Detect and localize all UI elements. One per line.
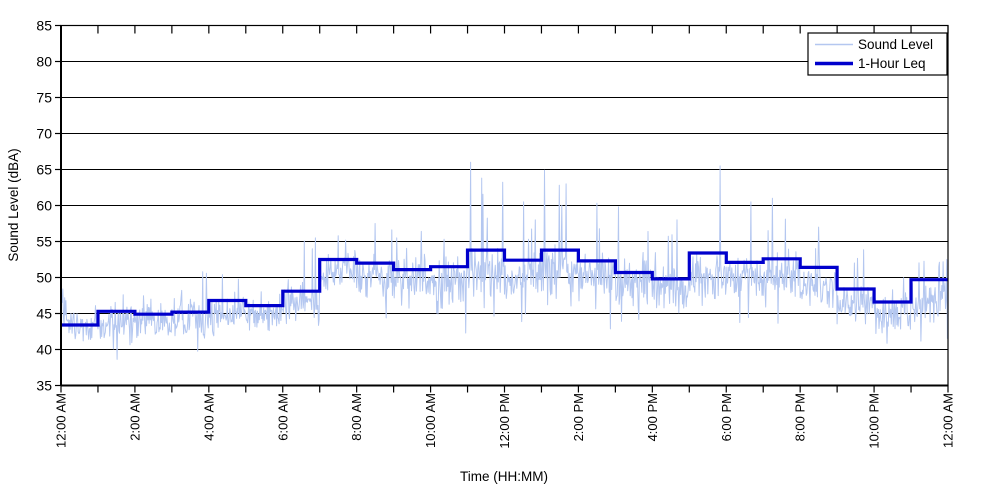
y-tick-label: 40 bbox=[36, 342, 52, 358]
x-tick-label: 12:00 AM bbox=[941, 393, 956, 448]
axis-ticks bbox=[55, 24, 949, 393]
legend-label-sound-level: Sound Level bbox=[858, 37, 933, 52]
legend-box bbox=[807, 32, 948, 76]
legend: Sound Level 1-Hour Leq bbox=[807, 32, 948, 76]
x-tick-label: 10:00 AM bbox=[423, 393, 438, 448]
x-tick-label: 2:00 AM bbox=[127, 393, 142, 441]
y-tick-label: 75 bbox=[36, 90, 52, 106]
x-tick-label: 2:00 PM bbox=[571, 393, 586, 441]
x-tick-label: 4:00 PM bbox=[645, 393, 660, 441]
x-tick-label: 12:00 AM bbox=[54, 393, 69, 448]
x-axis-title: Time (HH:MM) bbox=[460, 469, 548, 484]
y-tick-label: 65 bbox=[36, 162, 52, 178]
x-tick-label: 4:00 AM bbox=[201, 393, 216, 441]
y-tick-label: 45 bbox=[36, 306, 52, 322]
legend-label-leq: 1-Hour Leq bbox=[858, 56, 926, 71]
y-tick-label: 50 bbox=[36, 270, 52, 286]
y-tick-label: 70 bbox=[36, 126, 52, 142]
x-tick-label: 6:00 PM bbox=[719, 393, 734, 441]
y-tick-label: 55 bbox=[36, 234, 52, 250]
x-tick-label: 8:00 AM bbox=[349, 393, 364, 441]
y-tick-label: 35 bbox=[36, 378, 52, 394]
x-tick-label: 12:00 PM bbox=[497, 393, 512, 449]
x-tick-label: 6:00 AM bbox=[275, 393, 290, 441]
x-tick-label: 10:00 PM bbox=[867, 393, 882, 449]
leq-series bbox=[61, 248, 948, 327]
x-tick-labels: 12:00 AM 2:00 AM 4:00 AM 6:00 AM 8:00 AM 10:0… bbox=[54, 393, 956, 449]
x-tick-label: 8:00 PM bbox=[793, 393, 808, 441]
y-tick-label: 60 bbox=[36, 198, 52, 214]
y-tick-label: 80 bbox=[36, 54, 52, 70]
y-tick-label: 85 bbox=[36, 18, 52, 34]
y-tick-labels: 35 40 45 50 55 60 65 70 75 80 85 bbox=[36, 18, 52, 394]
y-axis-title: Sound Level (dBA) bbox=[6, 148, 21, 261]
